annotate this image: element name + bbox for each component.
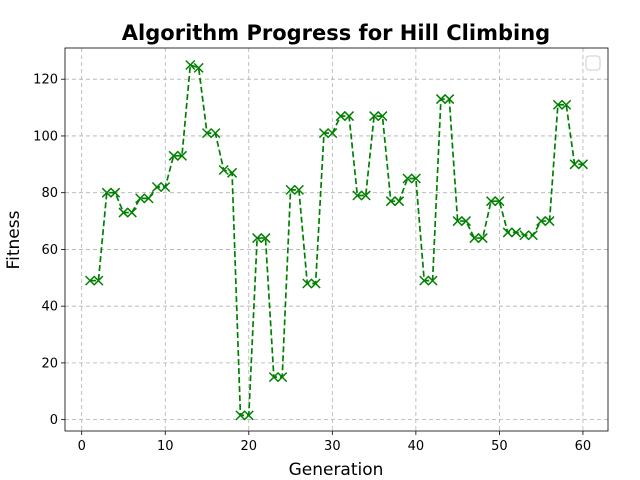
x-axis-label: Generation (289, 460, 384, 480)
data-point-marker (419, 275, 430, 286)
data-point-marker (527, 230, 538, 241)
data-point-marker (427, 275, 438, 286)
data-point-marker (327, 128, 338, 139)
data-point-marker (460, 216, 472, 227)
chart-title: Algorithm Progress for Hill Climbing (122, 21, 550, 45)
x-tick-label: 30 (324, 439, 341, 454)
data-point-marker (569, 159, 580, 170)
data-point-marker (435, 94, 446, 105)
y-tick-label: 40 (41, 300, 58, 315)
data-point-marker (511, 227, 522, 238)
data-point-marker (285, 184, 296, 195)
data-point-marker (519, 230, 530, 241)
data-point-marker (126, 207, 137, 218)
y-tick-label: 80 (41, 186, 58, 201)
data-point-marker (318, 128, 329, 139)
data-point-marker (268, 372, 279, 383)
data-point-marker (118, 207, 129, 218)
ticks: 0 10 20 30 40 50 60 0 20 40 60 80 100 120 (33, 73, 591, 454)
y-tick-label: 120 (33, 73, 58, 88)
data-point-marker (160, 181, 171, 193)
series (85, 59, 588, 421)
x-tick-label: 50 (491, 439, 508, 454)
data-point-marker (93, 275, 104, 286)
x-tick-label: 0 (78, 439, 86, 454)
x-tick-label: 60 (575, 439, 592, 454)
data-point-marker (277, 372, 288, 383)
data-point-marker (369, 111, 380, 122)
data-point-marker (135, 193, 146, 204)
data-point-marker (385, 196, 396, 207)
x-tick-label: 40 (408, 439, 425, 454)
data-point-marker (486, 196, 497, 207)
series-line (90, 63, 583, 417)
data-point-marker (176, 150, 187, 161)
data-point-marker (335, 111, 346, 122)
data-point-marker (193, 62, 204, 73)
data-point-marker (302, 278, 313, 289)
y-tick-label: 60 (41, 243, 58, 258)
x-tick-label: 10 (157, 439, 174, 454)
data-point-marker (227, 167, 238, 178)
data-point-marker (218, 164, 229, 176)
data-point-marker (477, 233, 488, 244)
data-point-marker (143, 193, 154, 204)
data-point-marker (394, 196, 405, 207)
y-tick-label: 100 (33, 129, 58, 144)
data-point-marker (210, 128, 221, 139)
y-axis-label: Fitness (4, 210, 24, 269)
data-point-marker (243, 410, 254, 421)
axes-frame (64, 47, 609, 432)
data-point-marker (494, 196, 505, 207)
data-point-marker (536, 216, 547, 227)
data-point-marker (235, 410, 246, 421)
data-point-marker (151, 181, 162, 193)
data-point-marker (402, 173, 413, 184)
data-point-marker (185, 59, 196, 71)
data-point-marker (377, 111, 388, 122)
data-point-marker (252, 233, 263, 244)
data-point-marker (310, 278, 321, 289)
data-point-marker (168, 150, 179, 161)
data-point-marker (110, 187, 121, 198)
data-point-marker (344, 111, 355, 122)
data-point-marker (444, 94, 455, 105)
data-point-marker (502, 227, 513, 238)
x-tick-label: 20 (241, 439, 258, 454)
y-tick-label: 20 (41, 356, 58, 371)
data-point-marker (85, 275, 96, 286)
grid (65, 48, 608, 431)
data-point-marker (260, 233, 271, 244)
data-point-marker (410, 173, 421, 184)
data-point-marker (293, 184, 304, 195)
data-point-marker (452, 216, 463, 227)
data-point-marker (561, 99, 572, 110)
data-point-marker (552, 99, 563, 110)
y-tick-label: 0 (50, 413, 58, 428)
data-point-marker (544, 216, 555, 227)
data-point-marker (469, 233, 480, 244)
data-point-marker (101, 187, 112, 198)
data-point-marker (352, 190, 363, 201)
data-point-marker (201, 128, 213, 139)
legend-box (585, 55, 601, 71)
data-point-marker (360, 190, 371, 201)
data-point-marker (577, 159, 588, 170)
